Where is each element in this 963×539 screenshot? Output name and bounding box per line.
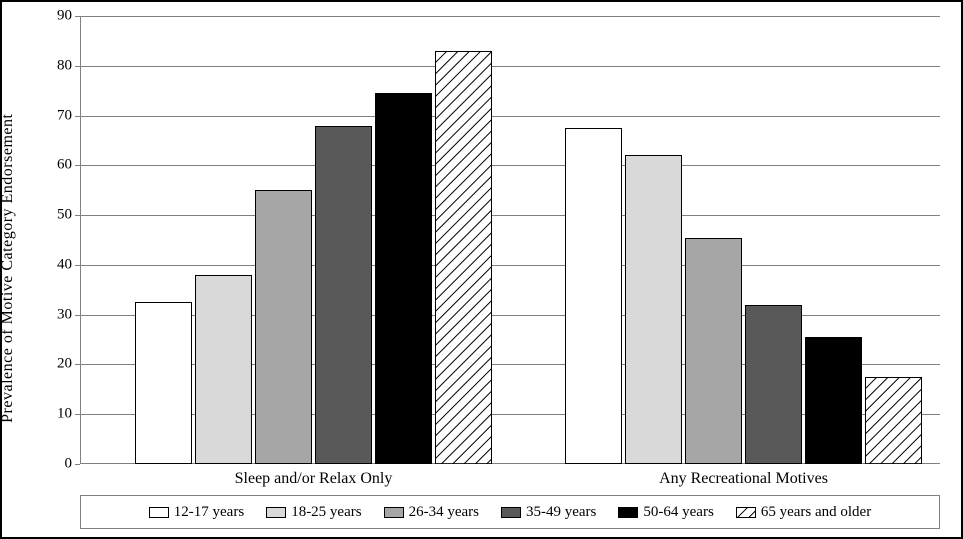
legend-swatch-icon [266, 507, 286, 518]
bar-35-49 [745, 305, 802, 464]
bar-18-25 [625, 155, 682, 464]
legend-item-50-64: 50-64 years [618, 504, 713, 521]
y-tick-mark [75, 414, 80, 415]
bar-26-34 [685, 238, 742, 464]
bar-50-64 [805, 337, 862, 464]
bar-65plus [435, 51, 492, 464]
y-tick-mark [75, 315, 80, 316]
legend-swatch-icon [149, 507, 169, 518]
plot-area: 0102030405060708090Sleep and/or Relax On… [80, 16, 940, 464]
bar-26-34 [255, 190, 312, 464]
legend-label: 35-49 years [526, 504, 596, 521]
legend-label: 18-25 years [291, 504, 361, 521]
legend-swatch-icon [618, 507, 638, 518]
legend-swatch-icon [501, 507, 521, 518]
legend-label: 65 years and older [761, 504, 871, 521]
legend-label: 12-17 years [174, 504, 244, 521]
bar-12-17 [135, 302, 192, 464]
legend-label: 50-64 years [643, 504, 713, 521]
y-tick-mark [75, 464, 80, 465]
legend-swatch-icon [736, 507, 756, 518]
category-label: Any Recreational Motives [659, 464, 828, 488]
category-label: Sleep and/or Relax Only [235, 464, 393, 488]
legend-item-12-17: 12-17 years [149, 504, 244, 521]
legend-item-65plus: 65 years and older [736, 504, 871, 521]
y-tick-mark [75, 215, 80, 216]
legend: 12-17 years 18-25 years 26-34 years 35-49 y… [80, 495, 940, 529]
chart-frame: Prevalence of Motive Category Endorsemen… [0, 0, 963, 539]
bar-12-17 [565, 128, 622, 464]
bar-50-64 [375, 93, 432, 464]
bars-layer [80, 16, 940, 464]
y-tick-mark [75, 16, 80, 17]
legend-label: 26-34 years [409, 504, 479, 521]
y-tick-mark [75, 165, 80, 166]
legend-item-26-34: 26-34 years [384, 504, 479, 521]
legend-item-18-25: 18-25 years [266, 504, 361, 521]
bar-65plus [865, 377, 922, 464]
y-axis-label: Prevalence of Motive Category Endorsemen… [0, 113, 17, 422]
bar-35-49 [315, 126, 372, 464]
y-tick-mark [75, 364, 80, 365]
y-tick-mark [75, 116, 80, 117]
legend-item-35-49: 35-49 years [501, 504, 596, 521]
legend-swatch-icon [384, 507, 404, 518]
bar-18-25 [195, 275, 252, 464]
y-tick-mark [75, 66, 80, 67]
y-tick-mark [75, 265, 80, 266]
